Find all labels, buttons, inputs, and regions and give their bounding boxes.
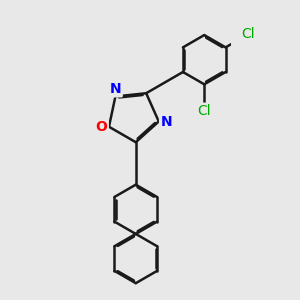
Text: Cl: Cl bbox=[242, 27, 255, 41]
Text: N: N bbox=[110, 82, 121, 96]
Text: N: N bbox=[160, 115, 172, 128]
Text: O: O bbox=[95, 120, 107, 134]
Text: Cl: Cl bbox=[197, 103, 211, 118]
